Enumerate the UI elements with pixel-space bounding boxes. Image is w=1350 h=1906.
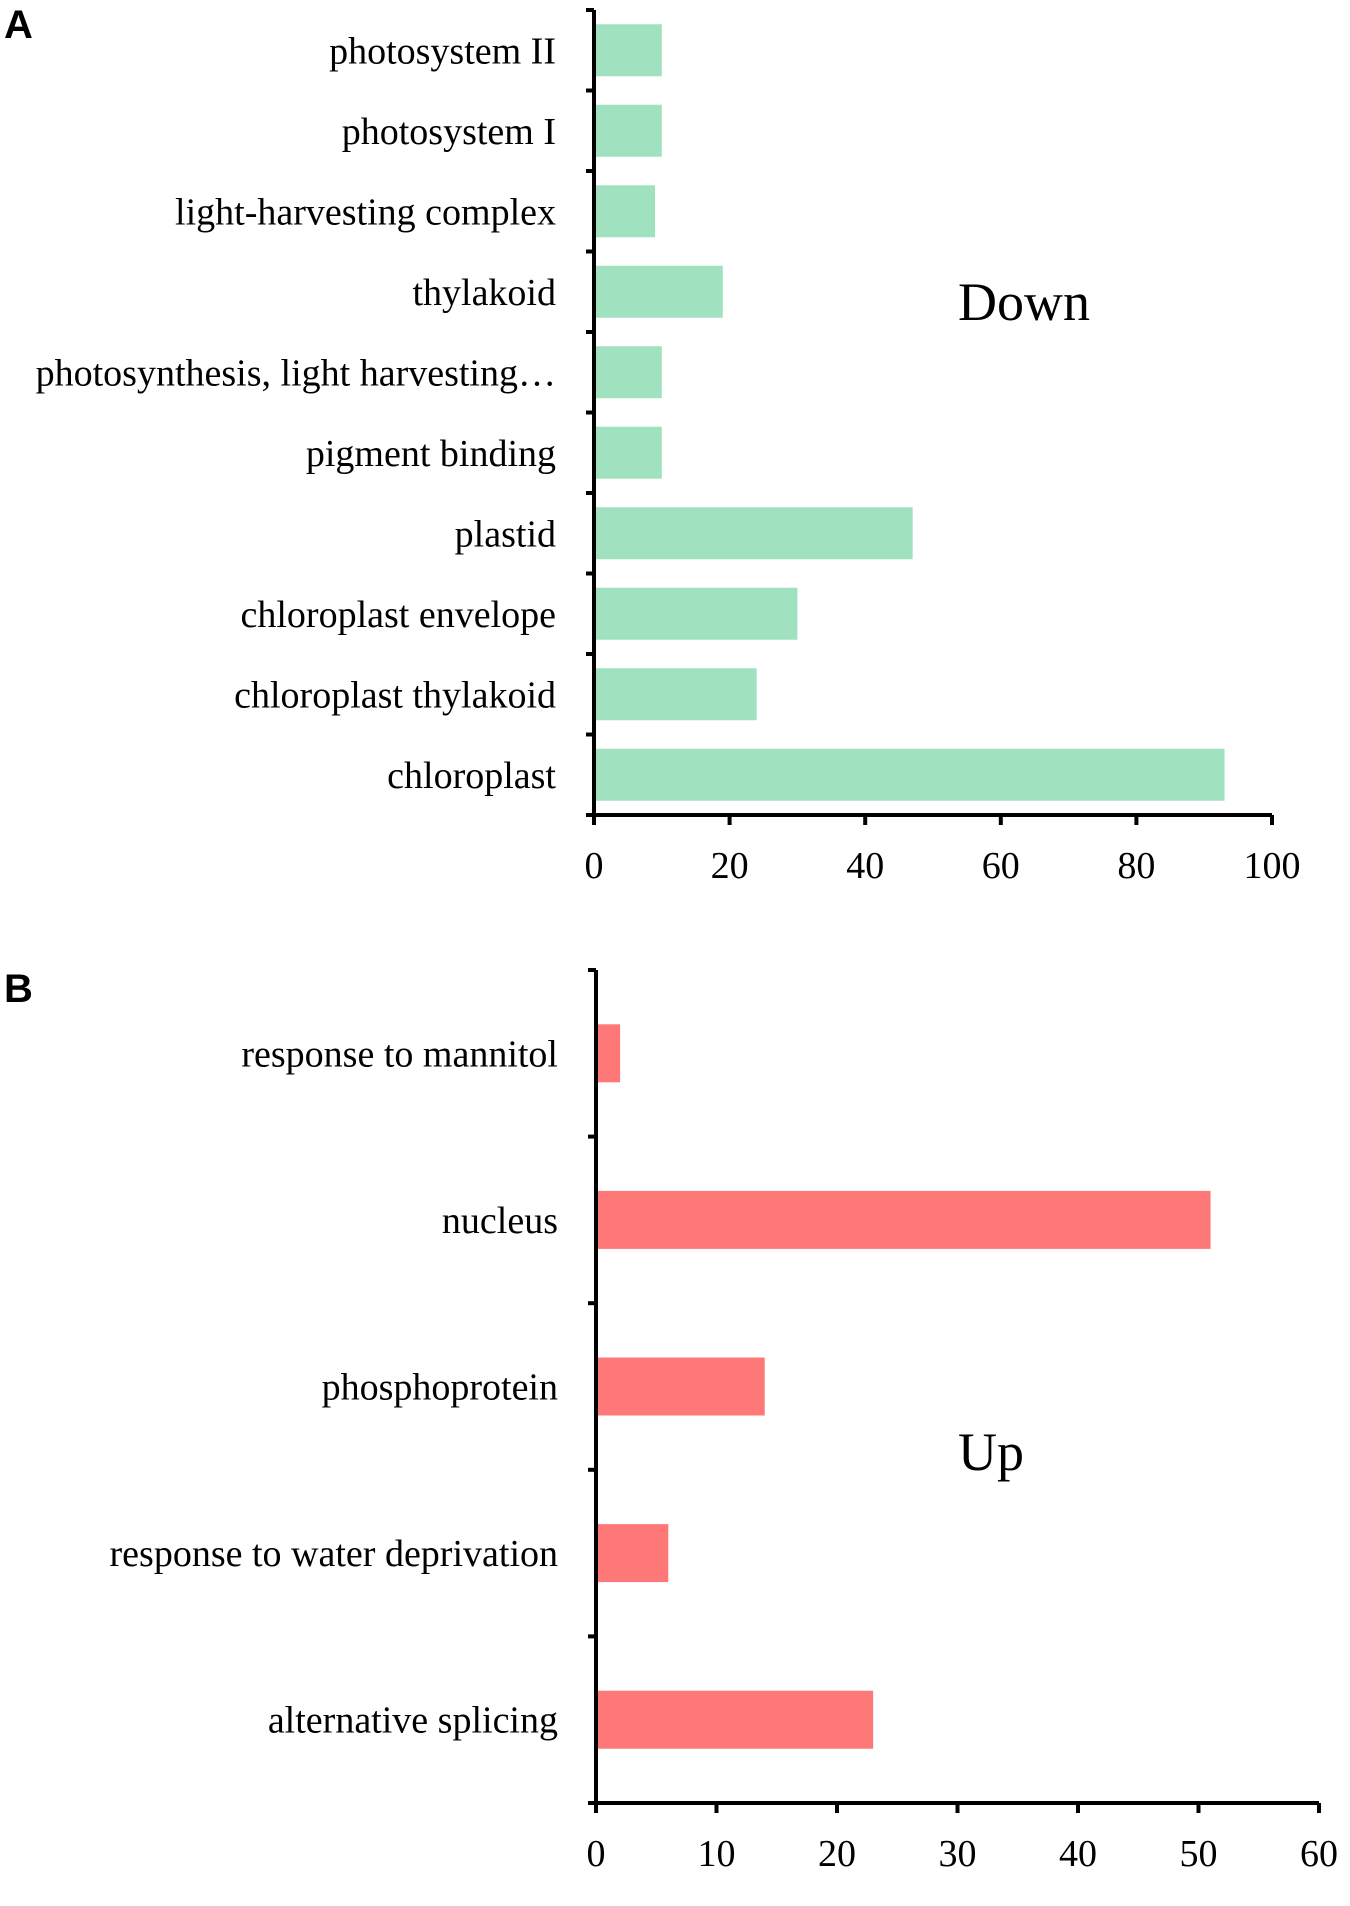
x-tick-label-5: 100 [1244,845,1301,887]
category-label-3: response to water deprivation [110,1533,558,1575]
x-tick-label-3: 30 [939,1833,977,1875]
x-tick-label-0: 0 [587,1833,606,1875]
x-tick-label-0: 0 [585,845,604,887]
category-label-0: response to mannitol [241,1033,558,1075]
category-label-9: chloroplast [387,755,556,797]
x-tick-label-2: 20 [818,1833,856,1875]
category-label-0: photosystem II [329,30,556,72]
bar-6 [594,507,913,560]
bar-2 [596,1357,765,1416]
category-label-1: nucleus [442,1200,558,1242]
bar-9 [594,748,1225,801]
bar-5 [594,426,662,479]
x-tick-label-2: 40 [846,845,884,887]
category-label-6: plastid [455,513,556,555]
bar-7 [594,587,798,640]
bar-4 [594,346,662,399]
category-label-5: pigment binding [306,433,556,475]
category-label-7: chloroplast envelope [240,594,556,636]
category-label-3: thylakoid [412,272,556,314]
x-tick-label-5: 50 [1180,1833,1218,1875]
category-label-2: phosphoprotein [322,1367,558,1409]
bar-4 [596,1690,874,1749]
panel-letter-b: B [4,967,33,1011]
x-tick-label-4: 40 [1059,1833,1097,1875]
panel-letter-a: A [4,3,33,47]
x-tick-label-6: 60 [1300,1833,1338,1875]
x-tick-label-4: 80 [1117,845,1155,887]
bar-3 [596,1524,669,1583]
category-label-1: photosystem I [342,111,556,153]
bar-3 [594,265,723,318]
annotation-label: Up [958,1422,1024,1482]
x-tick-label-3: 60 [982,845,1020,887]
category-label-4: photosynthesis, light harvesting… [36,352,556,394]
category-label-4: alternative splicing [268,1700,558,1742]
category-label-8: chloroplast thylakoid [234,674,556,716]
bar-1 [594,104,662,157]
annotation-label: Down [958,272,1090,332]
x-tick-label-1: 20 [711,845,749,887]
category-label-2: light-harvesting complex [175,191,556,233]
bar-0 [596,1024,621,1083]
x-tick-label-1: 10 [698,1833,736,1875]
bar-8 [594,668,757,721]
bar-0 [594,24,662,77]
bar-1 [596,1190,1211,1249]
bar-2 [594,185,656,238]
